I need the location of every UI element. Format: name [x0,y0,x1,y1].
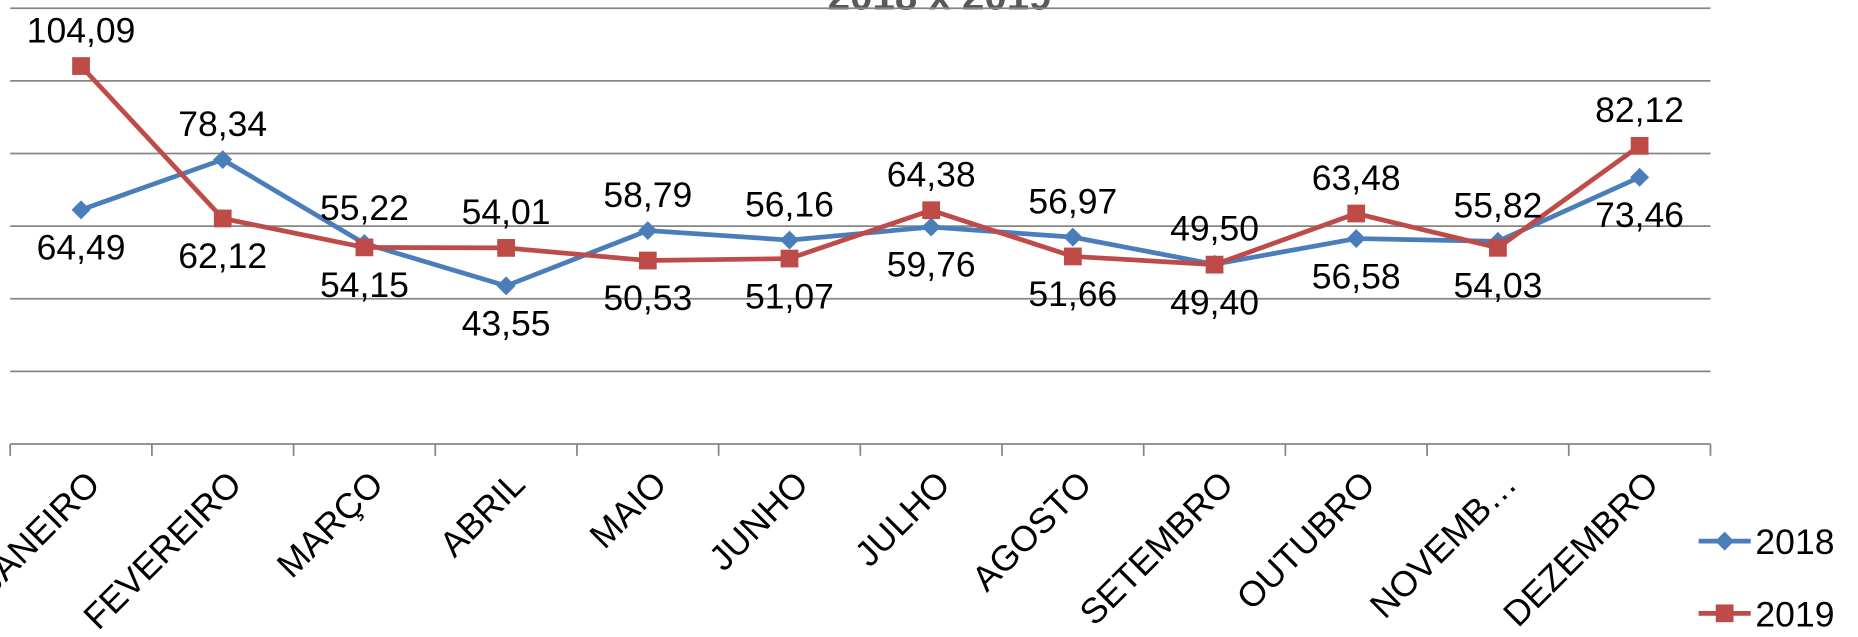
data-label: 54,15 [320,265,409,305]
legend-label: 2018 [1755,522,1834,562]
x-tick-label: JANEIRO [0,464,108,601]
marker [355,238,374,257]
data-label: 49,50 [1170,209,1259,249]
marker [496,276,516,296]
data-label: 51,66 [1028,274,1117,314]
data-label: 56,58 [1312,256,1401,296]
x-tick-label: OUTUBRO [1229,464,1383,618]
data-label: 64,38 [887,155,976,195]
marker [638,251,657,270]
series-line [79,64,1641,268]
x-tick-label: MAIO [582,464,674,556]
legend-item: 2018 [1698,522,1834,562]
marker [1715,604,1734,623]
data-label: 64,49 [37,228,126,268]
data-label: 56,97 [1028,181,1117,221]
data-label: 55,22 [320,188,409,228]
data-label: 82,12 [1595,90,1684,130]
marker [213,209,232,228]
marker [780,249,799,268]
data-label: 49,40 [1170,282,1259,322]
data-label: 51,07 [745,276,834,316]
x-tick-label: SETEMBRO [1072,464,1241,633]
x-tick-label: AGOSTO [964,464,1099,599]
marker [922,201,941,220]
marker [497,239,515,257]
marker [1630,136,1649,155]
chart-title: 2018 x 2019 [828,0,1052,18]
marker [1715,531,1735,551]
data-label: 50,53 [603,278,692,318]
marker [1489,238,1507,257]
marker [1063,227,1083,247]
data-label: 55,82 [1453,186,1542,226]
marker [780,230,799,250]
x-tick-label: MARÇO [269,464,391,586]
marker [72,57,90,75]
data-label: 58,79 [603,175,692,215]
x-tick-label: ABRIL [432,464,533,565]
marker [1063,247,1082,266]
data-label: 56,16 [745,184,834,224]
marker [921,217,941,237]
marker [71,200,91,220]
series-line [80,156,1641,289]
data-label: 59,76 [887,245,976,285]
marker [1347,204,1366,223]
marker [1205,255,1224,274]
legend-label: 2019 [1755,594,1834,634]
x-tick-label: JULHO [847,464,958,575]
marker [638,221,658,241]
data-label: 54,01 [462,192,551,232]
data-label: 62,12 [178,236,267,276]
x-tick-label: JUNHO [701,464,816,579]
data-label: 63,48 [1312,158,1401,198]
marker [213,150,233,170]
marker [1630,167,1650,187]
data-label: 78,34 [178,104,267,144]
data-label: 104,09 [27,10,136,50]
data-label: 54,03 [1453,266,1542,306]
data-label: 73,46 [1595,195,1684,235]
marker [1346,229,1366,249]
data-label: 43,55 [462,304,551,344]
legend-item: 2019 [1698,594,1834,634]
